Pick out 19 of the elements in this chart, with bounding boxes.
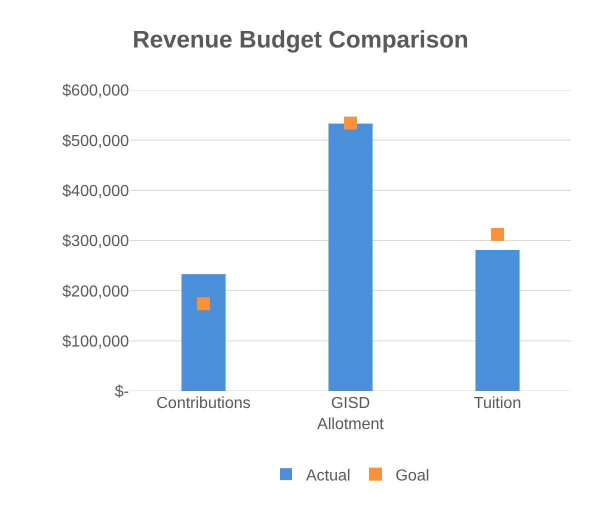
bar	[328, 124, 373, 391]
point	[491, 228, 504, 241]
y-tick-label: $100,000	[62, 333, 130, 350]
legend-label: Goal	[395, 467, 430, 484]
x-tick-label: Contributions	[156, 395, 251, 412]
chart-title: Revenue Budget Comparison	[132, 26, 469, 54]
y-tick-label: $400,000	[62, 182, 130, 200]
bar	[475, 250, 520, 391]
y-tick-label: $-	[114, 384, 129, 401]
y-tick-label: $300,000	[62, 233, 130, 250]
point	[344, 116, 357, 130]
y-tick-label: $200,000	[62, 283, 130, 300]
y-tick-label: $500,000	[62, 132, 130, 150]
bar	[181, 274, 226, 391]
legend-label: Actual	[306, 467, 350, 484]
x-tick-label: GISD Allotment	[317, 395, 384, 433]
point	[197, 297, 210, 310]
x-tick-label: Tuition	[474, 395, 522, 412]
y-tick-label: $600,000	[62, 82, 130, 100]
